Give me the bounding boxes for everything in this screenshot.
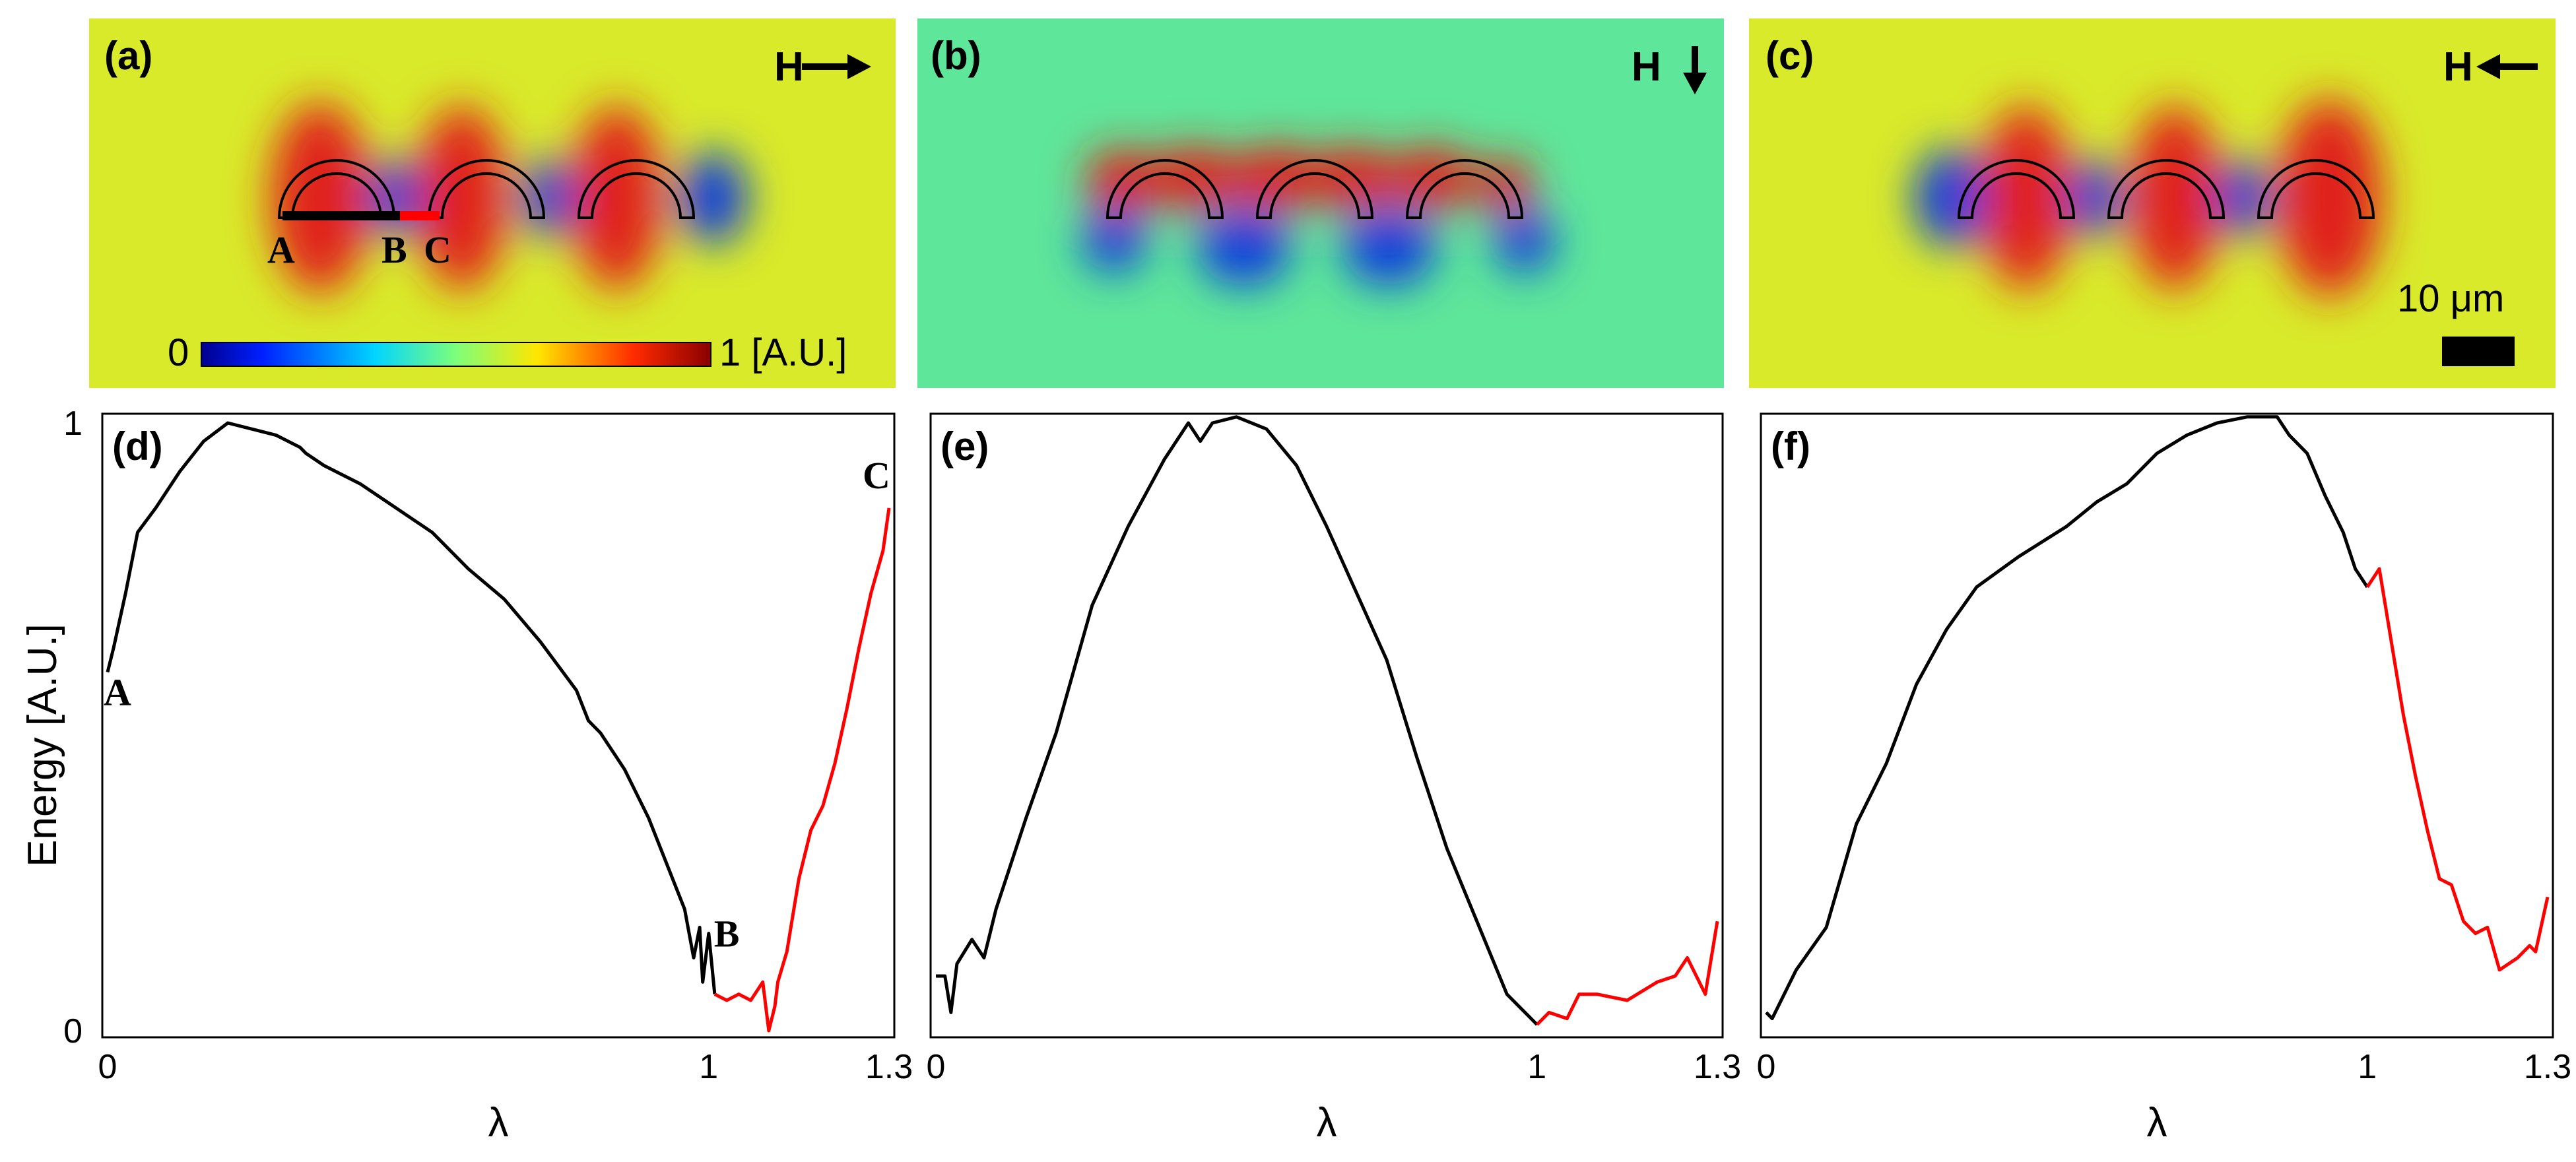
x-tick-label: 1.3 — [2524, 1048, 2571, 1086]
scale-bar — [2442, 337, 2515, 366]
x-axis-label: λ — [2147, 1100, 2167, 1146]
series-line-red — [1536, 920, 1719, 1026]
x-axis-label: λ — [1317, 1100, 1337, 1146]
path-label-b: B — [381, 228, 407, 271]
x-tick-label: 0 — [927, 1048, 946, 1086]
colorbar-max-label: 1 [A.U.] — [719, 331, 847, 374]
panel-label: (d) — [112, 424, 163, 468]
panel-label-c: (c) — [1766, 34, 1814, 78]
field-map-b: (b) H — [917, 18, 1724, 388]
field-lobes-a — [271, 102, 747, 294]
field-symbol-c: H — [2443, 44, 2473, 90]
y-tick-label: 1 — [63, 404, 83, 443]
field-background-b — [917, 18, 1724, 388]
arc-ring-shapes-b — [1106, 159, 1524, 219]
field-map-a: A B C (a) H 0 1 [A.U.] — [89, 18, 896, 388]
x-tick-label: 1.3 — [865, 1048, 913, 1086]
point-annotation: B — [714, 913, 740, 955]
series-line-black — [1765, 415, 2369, 1021]
x-tick-label: 1.3 — [1694, 1048, 1741, 1086]
colorbar-gradient — [201, 342, 711, 367]
plot-f: 0 1 1.3 λ (f) — [1757, 412, 2571, 1146]
field-symbol-a: H — [774, 44, 804, 90]
colorbar-min-label: 0 — [168, 331, 189, 374]
panel-label-b: (b) — [931, 34, 981, 78]
x-tick-label: 1 — [2358, 1048, 2377, 1086]
field-map-c: (c) H 10 μm — [1749, 18, 2556, 388]
series-line-red — [2365, 567, 2550, 972]
x-tick-label: 0 — [98, 1048, 117, 1086]
colorbar: 0 1 [A.U.] — [168, 331, 847, 374]
y-axis-label: Energy [A.U.] — [20, 624, 65, 867]
x-axis-label: λ — [488, 1100, 509, 1146]
arrow-down-icon — [1683, 46, 1707, 94]
series-line-A-B — [106, 421, 717, 994]
arrow-right-icon — [802, 54, 871, 79]
series-line-B-C — [713, 507, 891, 1033]
plot-frame — [101, 412, 896, 1039]
scale-bar-label: 10 μm — [2397, 277, 2504, 320]
point-annotation: A — [104, 671, 131, 714]
panel-label: (e) — [941, 424, 989, 468]
x-tick-label: 1 — [699, 1048, 718, 1086]
path-label-a: A — [267, 228, 295, 271]
x-tick-label: 0 — [1757, 1048, 1776, 1086]
plot-d: 0 1 1.3 0 1 λ Energy [A.U.] (d) A B C — [20, 404, 913, 1146]
field-symbol-b: H — [1632, 44, 1661, 90]
panel-label-a: (a) — [104, 34, 152, 78]
energy-plots: 0 1 1.3 0 1 λ Energy [A.U.] (d) A B C 0 1 1.3 λ (e) 0 1 1.… — [20, 404, 2571, 1146]
arrow-left-icon — [2476, 54, 2538, 79]
panel-label: (f) — [1771, 424, 1810, 468]
plot-frame — [1760, 412, 2554, 1039]
x-tick-label: 1 — [1527, 1048, 1546, 1086]
y-tick-label: 0 — [63, 1012, 83, 1050]
plot-frame — [929, 412, 1724, 1039]
path-label-c: C — [424, 228, 451, 271]
arc-ring-shapes-c — [1957, 159, 2375, 219]
plot-e: 0 1 1.3 λ (e) — [927, 412, 1741, 1146]
field-lobes-c — [1914, 99, 2383, 297]
point-annotation: C — [863, 454, 890, 497]
series-line-black — [936, 415, 1538, 1026]
